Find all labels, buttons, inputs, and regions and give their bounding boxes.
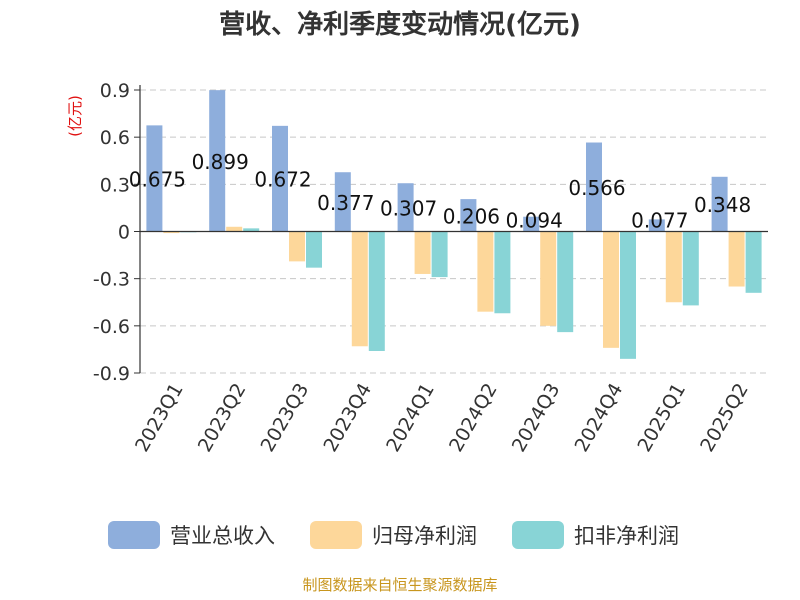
- bar: [243, 228, 260, 232]
- x-tick-label: 2023Q2: [194, 380, 251, 456]
- bar: [351, 231, 368, 347]
- x-tick-label: 2023Q4: [319, 380, 376, 456]
- data-label: 0.077: [631, 209, 688, 233]
- x-tick-label: 2024Q1: [382, 380, 439, 456]
- bar: [648, 219, 665, 232]
- x-tick-label: 2024Q3: [508, 380, 565, 456]
- y-tick-label: -0.9: [93, 363, 130, 385]
- bar: [368, 231, 385, 351]
- legend: 营业总收入 归母净利润 扣非净利润: [108, 521, 679, 549]
- bar: [289, 231, 305, 262]
- data-label: 0.206: [443, 204, 500, 228]
- bar: [557, 231, 574, 333]
- bar: [523, 216, 540, 232]
- legend-label: 归母净利润: [372, 524, 477, 548]
- data-label: 0.094: [506, 209, 563, 233]
- legend-swatch: [310, 521, 362, 549]
- bar: [209, 90, 226, 232]
- y-tick-label: 0.9: [100, 80, 130, 102]
- bar: [306, 231, 322, 268]
- source-note: 制图数据来自恒生聚源数据库: [302, 576, 497, 594]
- data-label: 0.675: [129, 167, 186, 191]
- bar: [682, 231, 699, 306]
- y-tick-label: 0.6: [100, 127, 130, 149]
- bar: [665, 231, 682, 303]
- bar: [540, 231, 557, 326]
- bar: [397, 183, 414, 232]
- grid: [140, 89, 768, 374]
- bar: [414, 231, 431, 274]
- y-tick-label: -0.6: [93, 316, 130, 338]
- data-label: 0.377: [317, 191, 374, 215]
- data-label: 0.672: [254, 168, 311, 192]
- y-tick-label: -0.3: [93, 269, 130, 291]
- bar: [477, 231, 494, 312]
- x-tick-label: 2024Q4: [571, 380, 628, 456]
- bar: [603, 231, 619, 348]
- y-axis-unit: (亿元): [66, 95, 84, 137]
- bar: [431, 231, 448, 278]
- bar: [711, 176, 728, 232]
- data-label: 0.566: [568, 176, 625, 200]
- x-tick-label: 2024Q2: [445, 380, 502, 456]
- bars: [146, 90, 762, 359]
- bar: [334, 172, 351, 232]
- bar: [272, 125, 288, 232]
- data-label: 0.899: [192, 150, 249, 174]
- legend-swatch: [108, 521, 160, 549]
- bar: [620, 231, 636, 359]
- bar: [226, 226, 243, 232]
- legend-swatch: [512, 521, 564, 549]
- chart-title: 营收、净利季度变动情况(亿元): [219, 9, 581, 40]
- x-tick-label: 2025Q1: [633, 380, 690, 456]
- y-tick-label: 0.3: [100, 174, 130, 196]
- bar: [745, 231, 762, 293]
- bar: [586, 142, 602, 232]
- x-tick-label: 2023Q1: [131, 380, 188, 456]
- data-label: 0.348: [694, 193, 751, 217]
- bar: [146, 125, 163, 232]
- legend-label: 扣非净利润: [574, 524, 679, 548]
- bar: [460, 199, 477, 232]
- y-tick-label: 0: [118, 222, 130, 244]
- bar: [163, 231, 180, 234]
- data-label: 0.307: [380, 196, 437, 220]
- x-tick-label: 2025Q2: [696, 380, 753, 456]
- x-tick-label: 2023Q3: [257, 380, 314, 456]
- bar: [728, 231, 745, 287]
- legend-label: 营业总收入: [170, 524, 275, 548]
- bar: [494, 231, 511, 314]
